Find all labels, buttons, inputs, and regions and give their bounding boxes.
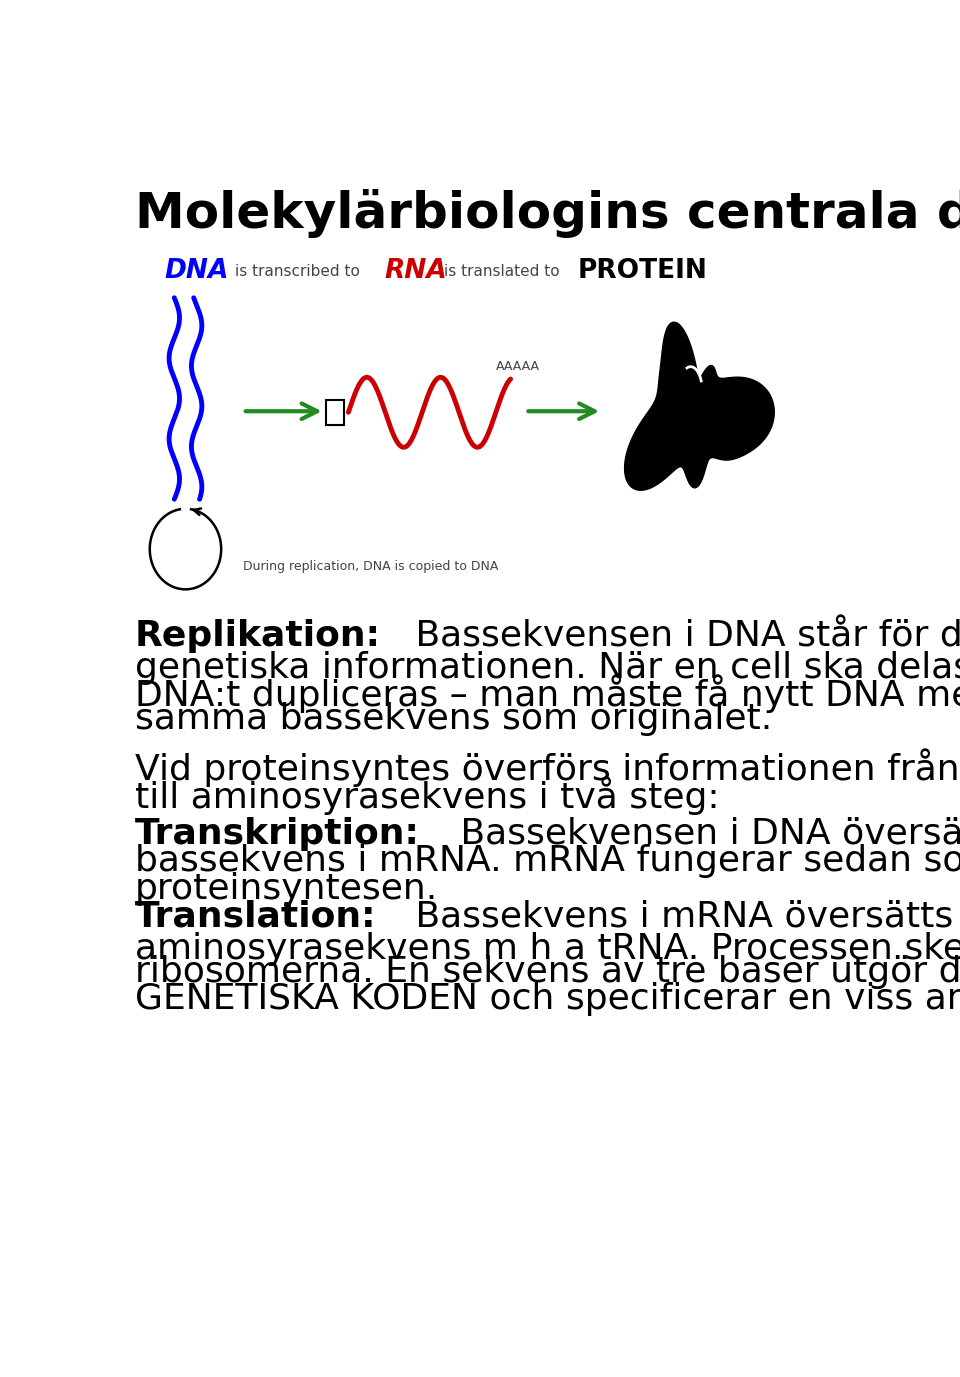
Text: GENETISKA KODEN och specificerar en viss aminosyra.: GENETISKA KODEN och specificerar en viss… — [134, 982, 960, 1016]
Text: samma bassekvens som originalet.: samma bassekvens som originalet. — [134, 702, 772, 735]
Text: is transcribed to: is transcribed to — [235, 264, 360, 278]
Text: DNA:t dupliceras – man måste få nytt DNA med exakt: DNA:t dupliceras – man måste få nytt DNA… — [134, 675, 960, 713]
Polygon shape — [625, 322, 775, 490]
Text: ribosomerna. En sekvens av tre baser utgör den: ribosomerna. En sekvens av tre baser utg… — [134, 954, 960, 989]
Text: till aminosyrasekvens i två steg:: till aminosyrasekvens i två steg: — [134, 777, 719, 815]
Text: AAAAA: AAAAA — [495, 361, 540, 373]
Text: DNA: DNA — [165, 259, 229, 284]
Text: Replikation:: Replikation: — [134, 620, 381, 653]
Text: aminosyrasekvens m h a tRNA. Processen sker på: aminosyrasekvens m h a tRNA. Processen s… — [134, 927, 960, 965]
Text: Bassekvensen i DNA står för den: Bassekvensen i DNA står för den — [404, 620, 960, 653]
Text: Molekylärbiologins centrala dogma:: Molekylärbiologins centrala dogma: — [134, 189, 960, 238]
Text: PROTEIN: PROTEIN — [578, 259, 708, 284]
Text: Vid proteinsyntes överförs informationen från DNA: Vid proteinsyntes överförs informationen… — [134, 749, 960, 788]
Text: proteinsyntesen.: proteinsyntesen. — [134, 872, 438, 906]
Text: During replication, DNA is copied to DNA: During replication, DNA is copied to DNA — [243, 559, 498, 573]
Text: genetiska informationen. När en cell ska delas måste: genetiska informationen. När en cell ska… — [134, 647, 960, 686]
Text: RNA: RNA — [384, 259, 446, 284]
Text: is translated to: is translated to — [444, 264, 560, 278]
Text: bassekvens i mRNA. mRNA fungerar sedan som mall för: bassekvens i mRNA. mRNA fungerar sedan s… — [134, 844, 960, 879]
Text: Translation:: Translation: — [134, 899, 376, 934]
Text: Transkription:: Transkription: — [134, 817, 420, 851]
Text: Bassekvensen i DNA översätts till: Bassekvensen i DNA översätts till — [449, 817, 960, 851]
FancyBboxPatch shape — [326, 399, 344, 425]
Text: Bassekvens i mRNA översätts till: Bassekvens i mRNA översätts till — [404, 899, 960, 934]
